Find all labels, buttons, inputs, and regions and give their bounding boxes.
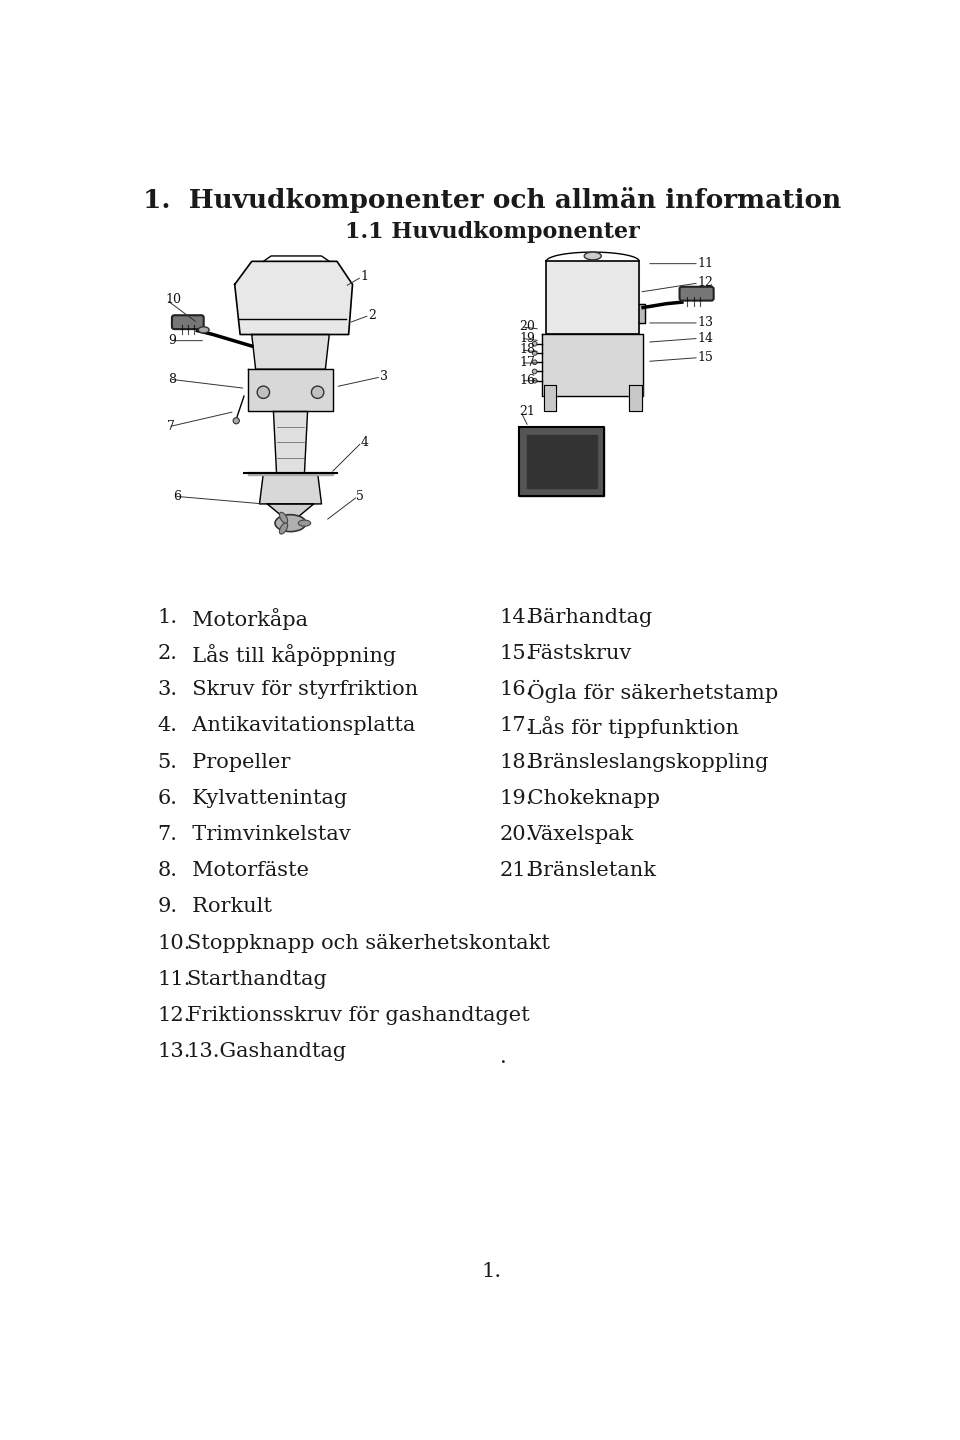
Text: 9: 9	[168, 334, 176, 347]
Polygon shape	[639, 304, 645, 323]
Text: Chokeknapp: Chokeknapp	[521, 789, 660, 808]
Bar	[492, 249, 841, 596]
Circle shape	[257, 386, 270, 399]
Text: 13.: 13.	[157, 1043, 191, 1061]
Text: 13: 13	[697, 317, 713, 330]
Text: 21: 21	[519, 405, 535, 418]
Polygon shape	[629, 384, 641, 412]
Text: 6: 6	[173, 490, 180, 503]
Text: 1: 1	[360, 271, 369, 284]
Text: Propeller: Propeller	[179, 753, 290, 772]
Text: Kylvattenintag: Kylvattenintag	[179, 789, 347, 808]
Text: Bränsleslangskoppling: Bränsleslangskoppling	[521, 753, 769, 772]
Text: 5.: 5.	[157, 753, 178, 772]
Polygon shape	[542, 334, 643, 396]
Circle shape	[532, 369, 537, 374]
Text: 11: 11	[697, 258, 713, 271]
Polygon shape	[544, 384, 557, 412]
Ellipse shape	[299, 520, 311, 526]
Text: 19: 19	[519, 331, 535, 344]
Text: 10.: 10.	[157, 933, 191, 953]
Text: Växelspak: Växelspak	[521, 825, 634, 844]
Circle shape	[532, 341, 537, 346]
Polygon shape	[248, 369, 333, 412]
Text: 11.: 11.	[157, 969, 191, 989]
Text: 1.: 1.	[157, 608, 178, 626]
Text: 14: 14	[697, 331, 713, 344]
Circle shape	[311, 386, 324, 399]
Polygon shape	[234, 261, 352, 334]
Text: 6.: 6.	[157, 789, 178, 808]
Text: 2: 2	[368, 308, 376, 321]
Text: Antikavitationsplatta: Antikavitationsplatta	[179, 717, 416, 736]
Text: 1.  Huvudkomponenter och allmän information: 1. Huvudkomponenter och allmän informati…	[143, 187, 841, 213]
Ellipse shape	[585, 252, 601, 259]
Ellipse shape	[279, 513, 288, 523]
Text: 12.: 12.	[157, 1007, 191, 1025]
Polygon shape	[259, 474, 322, 504]
Text: 3: 3	[379, 370, 388, 383]
Text: Bränsletank: Bränsletank	[521, 861, 657, 880]
Circle shape	[532, 351, 537, 356]
Text: 2.: 2.	[157, 644, 178, 662]
Ellipse shape	[275, 514, 306, 531]
Text: Trimvinkelstav: Trimvinkelstav	[179, 825, 350, 844]
Text: 18: 18	[519, 343, 535, 356]
Text: 1.: 1.	[482, 1263, 502, 1282]
Text: 4: 4	[360, 436, 369, 449]
Text: Skruv för styrfriktion: Skruv för styrfriktion	[179, 680, 418, 700]
Text: 10: 10	[165, 294, 180, 307]
Polygon shape	[519, 426, 605, 497]
Text: 14.: 14.	[500, 608, 533, 626]
Text: 8.: 8.	[157, 861, 178, 880]
Circle shape	[233, 418, 239, 423]
Ellipse shape	[199, 327, 209, 333]
Text: 19.: 19.	[500, 789, 533, 808]
Text: 20.: 20.	[500, 825, 533, 844]
Text: 17.: 17.	[500, 717, 533, 736]
Polygon shape	[546, 261, 639, 334]
Polygon shape	[267, 504, 314, 523]
FancyBboxPatch shape	[680, 287, 713, 301]
Text: 7: 7	[166, 420, 175, 433]
Text: Stoppknapp och säkerhetskontakt: Stoppknapp och säkerhetskontakt	[186, 933, 550, 953]
Text: Ögla för säkerhetstamp: Ögla för säkerhetstamp	[521, 680, 779, 703]
Text: 7.: 7.	[157, 825, 178, 844]
Text: 13.Gashandtag: 13.Gashandtag	[186, 1043, 347, 1061]
Circle shape	[532, 360, 537, 364]
Bar	[143, 249, 468, 596]
Text: 3.: 3.	[157, 680, 178, 700]
Text: .: .	[500, 1048, 507, 1067]
Ellipse shape	[279, 523, 288, 534]
Text: Friktionsskruv för gashandtaget: Friktionsskruv för gashandtaget	[186, 1007, 529, 1025]
Polygon shape	[527, 435, 596, 488]
Text: Motorfäste: Motorfäste	[179, 861, 309, 880]
Text: 5: 5	[356, 490, 364, 503]
Text: 21.: 21.	[500, 861, 533, 880]
Text: 18.: 18.	[500, 753, 533, 772]
Text: 16: 16	[519, 374, 535, 387]
Text: 16.: 16.	[500, 680, 533, 700]
Text: 20: 20	[519, 320, 535, 333]
Text: Lås för tippfunktion: Lås för tippfunktion	[521, 717, 739, 739]
Polygon shape	[252, 334, 329, 369]
Polygon shape	[248, 471, 333, 475]
Text: 9.: 9.	[157, 897, 178, 916]
Text: 1.1 Huvudkomponenter: 1.1 Huvudkomponenter	[345, 220, 639, 242]
Text: 15.: 15.	[500, 644, 533, 662]
Text: 17: 17	[519, 357, 535, 370]
Polygon shape	[274, 412, 307, 474]
Text: 8: 8	[168, 373, 176, 386]
Text: Bärhandtag: Bärhandtag	[521, 608, 653, 626]
Text: Rorkult: Rorkult	[179, 897, 272, 916]
Text: 4.: 4.	[157, 717, 178, 736]
Text: Lås till kåpöppning: Lås till kåpöppning	[179, 644, 396, 667]
Text: 12: 12	[697, 276, 713, 289]
Text: Fästskruv: Fästskruv	[521, 644, 632, 662]
Text: Starthandtag: Starthandtag	[186, 969, 327, 989]
FancyBboxPatch shape	[172, 315, 204, 330]
Text: 15: 15	[697, 351, 713, 364]
Text: Motorkåpa: Motorkåpa	[179, 608, 308, 629]
Circle shape	[532, 379, 537, 383]
